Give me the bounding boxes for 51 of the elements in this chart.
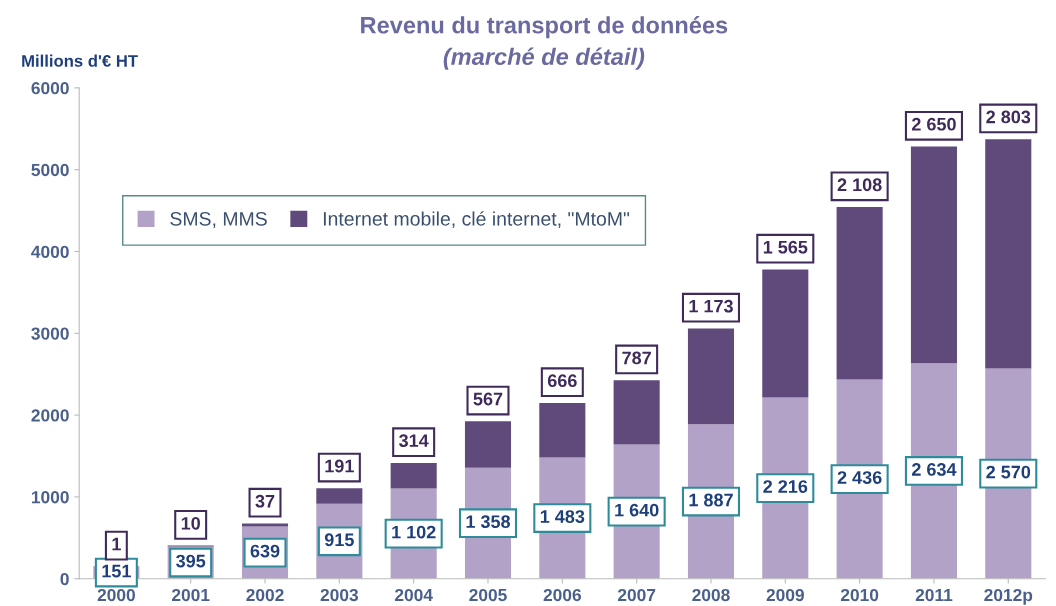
x-tick-label: 2009	[766, 588, 804, 602]
x-tick-label: 2008	[692, 588, 730, 602]
y-tick-label: 3000	[31, 327, 69, 340]
data-label: 1	[112, 537, 121, 551]
x-tick-label: 2012p	[984, 588, 1033, 605]
data-label: 567	[473, 392, 503, 406]
x-tick-label: 2004	[394, 588, 433, 602]
data-label: 1 887	[689, 493, 733, 507]
x-tick-label: 2003	[320, 588, 359, 602]
data-label: 2 650	[911, 117, 956, 131]
data-label: 1 483	[540, 510, 585, 523]
y-tick-label: 5000	[31, 163, 69, 177]
data-label: 314	[399, 434, 429, 448]
y-tick-label: 0	[60, 572, 69, 586]
x-tick-label: 2002	[246, 588, 284, 602]
data-label: 2 436	[837, 471, 882, 484]
data-label: 395	[176, 554, 206, 568]
y-tick-label: 4000	[31, 245, 69, 258]
chart-subtitle: (marché de détail)	[443, 47, 645, 70]
data-label: 915	[324, 533, 354, 547]
data-label: 10	[181, 516, 200, 530]
data-label: 639	[250, 544, 280, 558]
x-tick-label: 2010	[840, 588, 879, 602]
data-label: 1 565	[763, 240, 808, 254]
data-label: 191	[325, 459, 354, 473]
x-tick-label: 2005	[469, 588, 507, 602]
y-tick-label: 6000	[31, 82, 69, 95]
data-label: 2 803	[986, 110, 1031, 124]
x-tick-label: 2007	[617, 588, 656, 602]
data-label: 1 173	[689, 299, 733, 313]
y-tick-label: 2000	[31, 409, 69, 422]
data-label: 787	[622, 351, 651, 365]
chart-title: Revenu du transport de données	[361, 16, 728, 39]
x-tick-label: 2001	[171, 588, 210, 602]
data-label: 2 216	[763, 480, 808, 493]
legend-label: SMS, MMS	[170, 211, 267, 228]
x-tick-label: 2000	[97, 588, 135, 602]
data-label: 1 640	[615, 503, 659, 517]
x-tick-label: 2011	[915, 588, 953, 602]
x-tick-label: 2006	[543, 588, 582, 602]
y-tick-label: 1000	[31, 491, 69, 504]
data-label: 2 634	[911, 463, 957, 476]
data-label: 1 102	[392, 525, 436, 539]
data-label: 151	[102, 564, 131, 578]
legend-label: Internet mobile, clé internet, "MtoM"	[323, 211, 630, 228]
data-label: 2 570	[986, 465, 1031, 479]
data-label: 1 358	[466, 515, 511, 529]
data-label: 2 108	[837, 178, 882, 192]
y-axis-title: Millions d'€ HT	[22, 54, 138, 67]
data-label: 666	[547, 374, 577, 388]
data-label: 37	[255, 494, 275, 508]
